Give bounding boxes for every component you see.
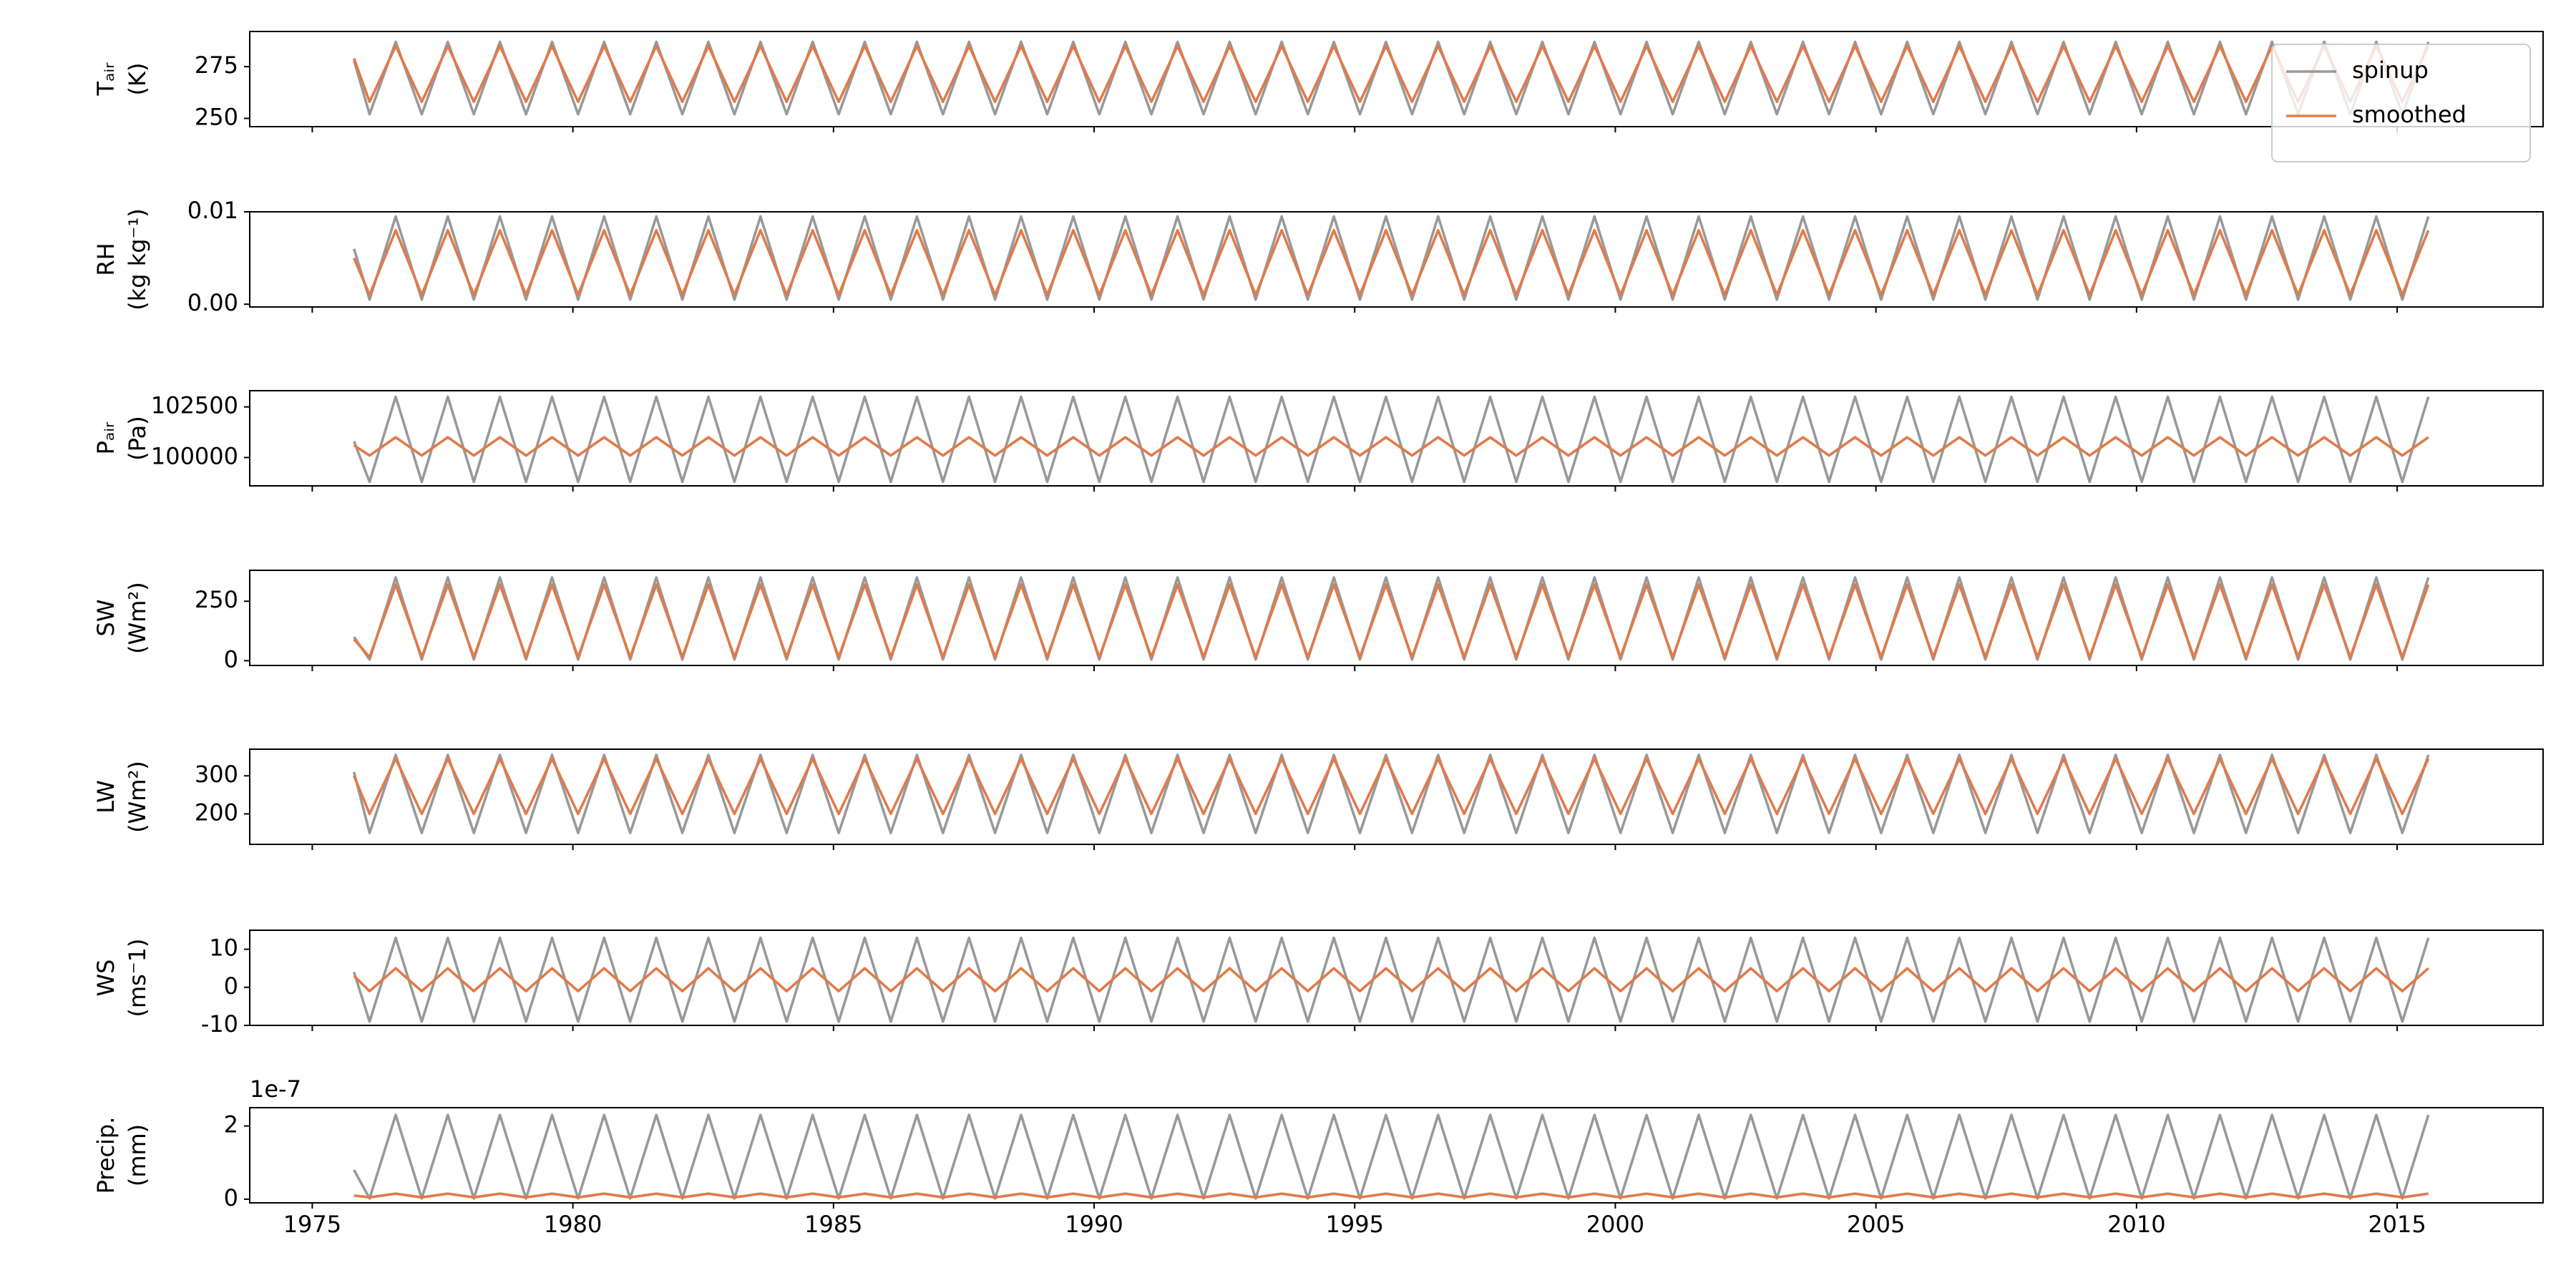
y-axis-label: Pₐᵢᵣ xyxy=(92,421,119,455)
y-axis-label: (K) xyxy=(124,63,151,96)
y-axis-label: (ms⁻1) xyxy=(124,938,151,1017)
y-tick-label: 250 xyxy=(195,103,238,130)
y-tick-label: 0 xyxy=(224,972,238,1000)
y-tick-label: 10 xyxy=(209,935,238,962)
axes-frame xyxy=(249,930,2544,1026)
series-line xyxy=(353,229,2430,296)
axes-frame xyxy=(249,390,2544,487)
x-tick-label: 1995 xyxy=(1326,1211,1384,1238)
legend-label: spinup xyxy=(2352,57,2429,84)
series-line xyxy=(353,757,2430,816)
y-tick-label: 0.01 xyxy=(187,197,238,224)
y-tick-label: 275 xyxy=(195,52,238,79)
y-axis-label: Precip. xyxy=(92,1117,119,1194)
y-tick-label: 0 xyxy=(224,645,238,673)
series-line xyxy=(352,40,2430,116)
y-axis-label: RH xyxy=(92,243,119,275)
x-tick-label: 2015 xyxy=(2368,1211,2426,1238)
series-line xyxy=(353,395,2430,484)
x-tick-label: 2010 xyxy=(2107,1211,2165,1238)
series-line xyxy=(353,436,2429,457)
y-tick-label: 200 xyxy=(195,799,238,826)
y-tick-label: 0.00 xyxy=(187,289,238,316)
y-axis-label: LW xyxy=(92,780,119,814)
series-line xyxy=(353,1113,2430,1200)
axes-frame xyxy=(249,31,2544,127)
series-line xyxy=(352,215,2430,301)
y-axis-label: (mm) xyxy=(124,1124,151,1186)
x-tick-label: 2005 xyxy=(1847,1211,1905,1238)
y-axis-label: SW xyxy=(92,600,119,637)
series-line xyxy=(353,583,2430,659)
y-tick-label: 2 xyxy=(224,1111,238,1138)
x-tick-label: 2000 xyxy=(1586,1211,1644,1238)
axes-frame xyxy=(249,748,2544,845)
x-tick-label: 1980 xyxy=(544,1211,602,1238)
x-tick-label: 1975 xyxy=(283,1211,341,1238)
series-line xyxy=(353,967,2429,992)
axes-frame xyxy=(249,1107,2544,1204)
y-axis-label: WS xyxy=(92,960,119,997)
y-tick-label: 100000 xyxy=(151,442,238,469)
y-tick-label: 0 xyxy=(224,1184,238,1211)
y-tick-label: -10 xyxy=(201,1010,238,1038)
axes-frame xyxy=(249,570,2544,666)
y-axis-label: (Pa) xyxy=(124,416,151,460)
series-line xyxy=(353,44,2430,104)
legend-box xyxy=(2271,44,2531,162)
x-tick-label: 1985 xyxy=(804,1211,862,1238)
y-axis-label: (Wm²) xyxy=(124,582,151,654)
y-tick-label: 102500 xyxy=(151,392,238,419)
series-line xyxy=(352,753,2430,834)
y-axis-label: (kg kg⁻¹) xyxy=(124,208,151,311)
axes-frame xyxy=(249,211,2544,308)
series-line xyxy=(353,1192,2429,1199)
series-line xyxy=(352,936,2430,1023)
y-axis-label: Tₐᵢᵣ xyxy=(92,62,119,97)
offset-text: 1e-7 xyxy=(250,1075,301,1103)
y-tick-label: 250 xyxy=(195,586,238,613)
legend-label: smoothed xyxy=(2352,101,2467,128)
y-axis-label: (Wm²) xyxy=(124,761,151,833)
y-tick-label: 300 xyxy=(195,761,238,788)
x-tick-label: 1990 xyxy=(1065,1211,1123,1238)
